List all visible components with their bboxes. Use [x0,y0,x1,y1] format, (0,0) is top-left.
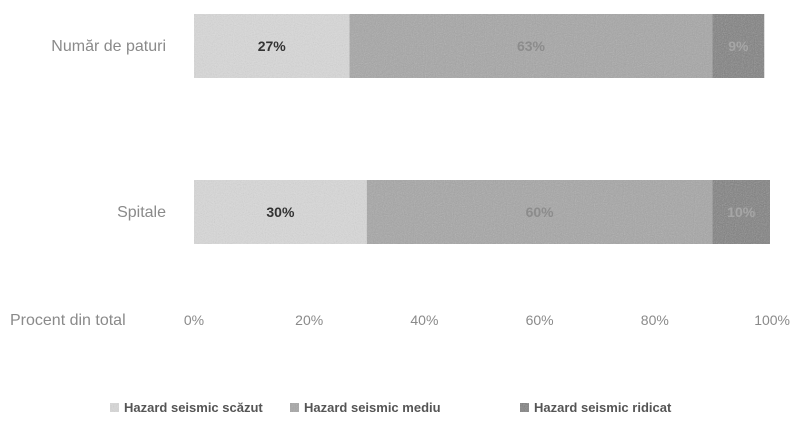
category-label: Număr de paturi [51,38,166,55]
bar-segment [366,180,713,244]
bars-group: 27% 63% 9% 30% 60% 10% [194,14,770,244]
data-label: 63% [517,38,546,54]
x-tick-label: 60% [526,312,554,328]
data-label: 27% [258,38,287,54]
x-tick-label: 80% [641,312,669,328]
legend-label: Hazard seismic ridicat [534,400,672,415]
data-label: 10% [727,204,756,220]
category-labels: Număr de paturi Spitale [51,38,166,221]
x-tick-label: 20% [295,312,323,328]
legend-label: Hazard seismic mediu [304,400,441,415]
x-tick-label: 0% [184,312,204,328]
legend-swatch [110,403,119,412]
bar-segment [712,14,765,78]
legend: Hazard seismic scăzut Hazard seismic medi… [110,400,672,415]
bar-segment [194,14,350,78]
category-label: Spitale [117,204,166,221]
bar-segment [194,180,367,244]
bar-segment [712,180,770,244]
x-axis-ticks: 0% 20% 40% 60% 80% 100% [184,312,790,328]
legend-swatch [520,403,529,412]
x-tick-label: 100% [754,312,790,328]
bar-segment [349,14,713,78]
data-label: 30% [266,204,295,220]
legend-swatch [290,403,299,412]
legend-label: Hazard seismic scăzut [124,400,263,415]
x-axis-title: Procent din total [10,312,126,329]
data-label: 60% [526,204,555,220]
data-label: 9% [728,38,749,54]
x-tick-label: 40% [410,312,438,328]
